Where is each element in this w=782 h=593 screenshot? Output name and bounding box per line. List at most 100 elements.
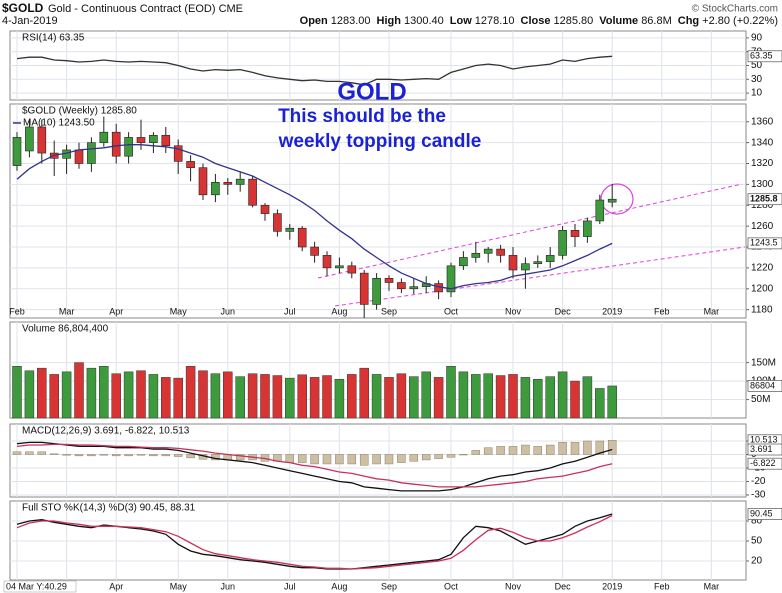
histogram-bar: [533, 446, 543, 455]
quote-value: 86.8M: [641, 15, 672, 27]
value-tag: 90.45: [750, 508, 773, 518]
volume-bar: [86, 367, 97, 419]
candle-body: [347, 265, 357, 274]
volume-bar: [260, 374, 270, 419]
candle-body: [322, 255, 332, 269]
volume-bar: [235, 376, 245, 419]
y-tick-label: 1300: [751, 179, 774, 190]
y-tick-label: 20: [751, 556, 763, 567]
cursor-label: 04 Mar Y:40.29: [6, 581, 67, 591]
quote-value: 1278.10: [475, 15, 515, 27]
histogram-bar: [384, 454, 394, 465]
volume-bar: [322, 375, 332, 419]
candle-body: [235, 178, 245, 185]
volume-bar: [471, 374, 481, 419]
histogram-bar: [570, 442, 580, 455]
volume-bar: [61, 371, 72, 419]
histogram-bar: [74, 454, 84, 457]
value-tag-box: [747, 457, 782, 470]
x-tick-label: Feb: [654, 306, 670, 316]
value-tag: 86804: [750, 380, 775, 390]
volume-bar: [495, 375, 506, 419]
date: 4-Jan-2019: [2, 15, 58, 27]
volume-bar: [483, 373, 493, 419]
candle-body: [12, 137, 22, 166]
y-tick-label: 1260: [751, 221, 774, 232]
x-tick-label: 2019: [602, 306, 622, 316]
x-tick-label: Apr: [109, 581, 123, 591]
histogram-bar: [161, 454, 171, 457]
histogram-bar: [558, 442, 567, 455]
histogram-bar: [87, 454, 96, 457]
x-tick-label: 2019: [602, 581, 622, 591]
histogram-bar: [285, 454, 295, 463]
candle-body: [173, 145, 183, 162]
y-tick-label: 1280: [751, 200, 774, 211]
candle-body: [310, 246, 319, 256]
y-tick-label: 150M: [751, 357, 776, 368]
histogram-bar: [111, 454, 121, 457]
y-tick-label: 10: [751, 88, 763, 99]
volume-bar: [371, 374, 382, 419]
series-line: [16, 514, 613, 570]
volume-bar: [210, 373, 221, 419]
volume-bar: [198, 370, 208, 419]
volume-bar: [161, 377, 171, 419]
candle-body: [161, 135, 171, 147]
volume-bar: [309, 377, 320, 419]
volume-bar: [74, 362, 84, 419]
annotation-title: GOLD: [337, 78, 406, 105]
histogram-bar: [173, 454, 183, 457]
x-tick-label: Dec: [555, 306, 572, 316]
value-tag-box: [747, 237, 782, 250]
candle-body: [483, 248, 493, 254]
candle-body: [111, 131, 121, 157]
highlight-circle: [600, 183, 634, 215]
histogram-bar: [521, 444, 530, 455]
volume-bar: [570, 380, 580, 419]
panel-title: Volume 86,804,400: [22, 324, 109, 335]
candle-body: [198, 167, 208, 196]
x-tick-label: Oct: [444, 306, 459, 316]
volume-bar: [185, 366, 196, 419]
volume-bar: [347, 374, 357, 419]
quote-label: Chg: [678, 15, 699, 27]
candle-body: [149, 135, 158, 143]
x-tick-label: Oct: [444, 581, 459, 591]
x-tick-label: Nov: [505, 306, 522, 316]
candle-body: [570, 230, 580, 237]
y-tick-label: -20: [751, 476, 766, 487]
candle-body: [87, 142, 96, 164]
candle-body: [583, 220, 592, 237]
volume-bar: [148, 374, 159, 419]
legend-label: MA(10) 1243.50: [23, 118, 95, 129]
histogram-bar: [545, 444, 555, 455]
histogram-bar: [483, 447, 493, 455]
panel-title: $GOLD (Weekly) 1285.80: [22, 106, 137, 117]
volume-bar: [37, 367, 47, 419]
volume-bar: [12, 366, 22, 419]
volume-bar: [359, 367, 369, 419]
candle-body: [558, 230, 567, 256]
x-tick-label: Feb: [9, 306, 25, 316]
series-line: [16, 144, 613, 290]
histogram-bar: [434, 454, 443, 459]
y-tick-label: -30: [751, 490, 766, 501]
x-tick-label: Aug: [331, 306, 347, 316]
volume-bar: [607, 385, 617, 419]
volume-bar: [520, 377, 531, 419]
candle-body: [471, 252, 481, 258]
histogram-bar: [310, 454, 319, 465]
candle-body: [508, 255, 518, 271]
series-line: [16, 55, 613, 86]
volume-bar: [111, 373, 121, 419]
x-tick-label: May: [170, 581, 188, 591]
volume-bar: [433, 377, 444, 419]
candle-body: [37, 126, 47, 154]
candle-body: [384, 278, 394, 283]
annotation-text: This should be the: [278, 106, 446, 127]
volume-bar: [533, 378, 543, 419]
volume-bar: [396, 373, 407, 419]
trendlines: [317, 183, 746, 307]
